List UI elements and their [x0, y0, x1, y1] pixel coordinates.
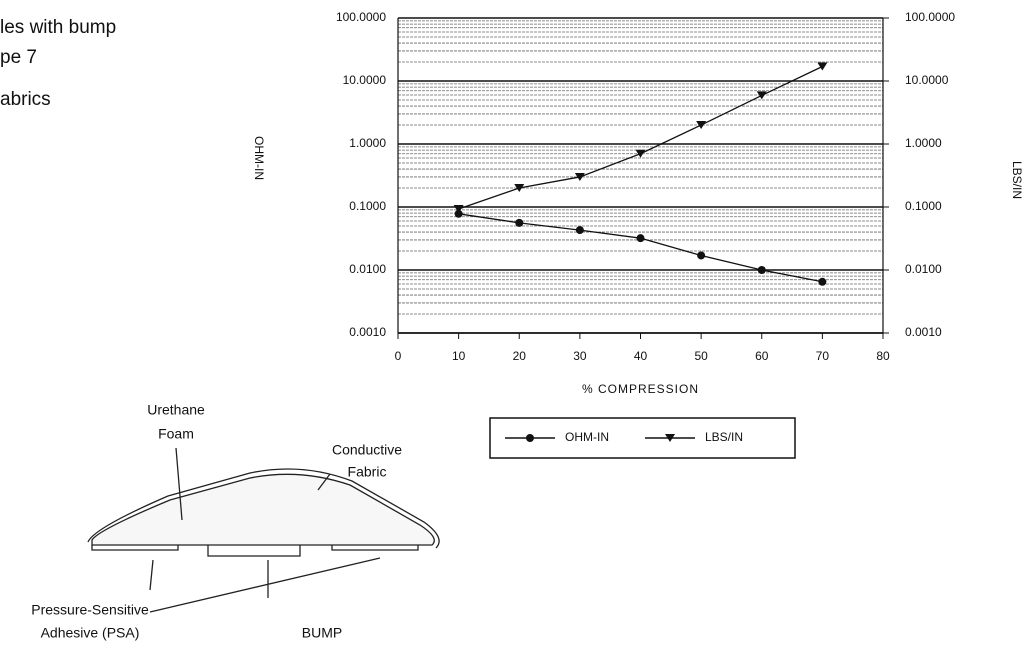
- psa: [91, 545, 419, 557]
- point: [514, 184, 525, 193]
- point: [635, 149, 646, 158]
- side-text: les with bump: [0, 17, 116, 38]
- x-tick-label: 40: [634, 349, 648, 363]
- point: [454, 209, 463, 218]
- x-tick-label: 80: [876, 349, 890, 363]
- x-axis-label: % COMPRESSION: [582, 382, 699, 396]
- point: [636, 234, 645, 243]
- point: [515, 218, 524, 227]
- y2-tick-label: 1.0000: [905, 136, 942, 150]
- diagram-label: Pressure-Sensitive: [31, 602, 149, 618]
- x-tick-label: 20: [513, 349, 527, 363]
- legend-label: OHM-IN: [565, 430, 609, 444]
- y2-tick-label: 100.0000: [905, 10, 955, 24]
- point: [817, 62, 828, 71]
- leader-lines: [149, 447, 381, 613]
- y-tick-label: 1.0000: [349, 136, 386, 150]
- y-tick-label: 0.0100: [349, 262, 386, 276]
- diagram-label: Foam: [158, 426, 194, 442]
- point: [575, 226, 584, 235]
- side-text: abrics: [0, 89, 51, 110]
- y2-tick-label: 0.0100: [905, 262, 942, 276]
- point: [818, 277, 827, 286]
- x-tick-label: 70: [816, 349, 830, 363]
- foam: [91, 473, 435, 546]
- diagram-label: Urethane: [147, 402, 205, 418]
- x-tick-label: 60: [755, 349, 769, 363]
- x-tick-label: 50: [694, 349, 708, 363]
- point: [757, 266, 766, 274]
- y-tick-label: 0.1000: [349, 199, 386, 213]
- side-text: pe 7: [0, 47, 37, 68]
- series-line: [458, 65, 823, 210]
- x-tick-label: 30: [573, 349, 587, 363]
- legend-marker: [526, 434, 534, 442]
- legend-label: LBS/IN: [705, 430, 743, 444]
- y-tick-label: 10.0000: [343, 73, 387, 87]
- point: [574, 172, 585, 181]
- legend-marker: [665, 434, 675, 442]
- point: [697, 251, 706, 260]
- legend: OHM-IN LBS/IN: [489, 417, 796, 459]
- diagram-caption: BUMP: [302, 625, 342, 641]
- x-tick-label: 0: [395, 349, 402, 363]
- y2-tick-label: 0.1000: [905, 199, 942, 213]
- diagram-label: Adhesive (PSA): [41, 625, 140, 641]
- y-axis-label: OHM-IN: [252, 136, 266, 180]
- y-tick-label: 100.0000: [336, 10, 386, 24]
- point: [453, 204, 464, 213]
- y-tick-label: 0.0010: [349, 325, 386, 339]
- diagram-label: Conductive: [332, 442, 402, 458]
- y2-tick-label: 0.0010: [905, 325, 942, 339]
- diagram-label: Fabric: [348, 464, 387, 480]
- bump-diagram: [87, 447, 440, 613]
- point: [756, 91, 767, 100]
- y2-tick-label: 10.0000: [905, 73, 949, 87]
- series-line: [458, 213, 823, 283]
- point: [696, 121, 707, 130]
- fabric: [87, 468, 440, 549]
- y2-axis-label: LBS/IN: [1010, 161, 1024, 199]
- x-tick-label: 10: [452, 349, 466, 363]
- chart: 100.0000 10.0000 1.0000 0.1000 0.0100 0.0010 1…: [252, 10, 1024, 459]
